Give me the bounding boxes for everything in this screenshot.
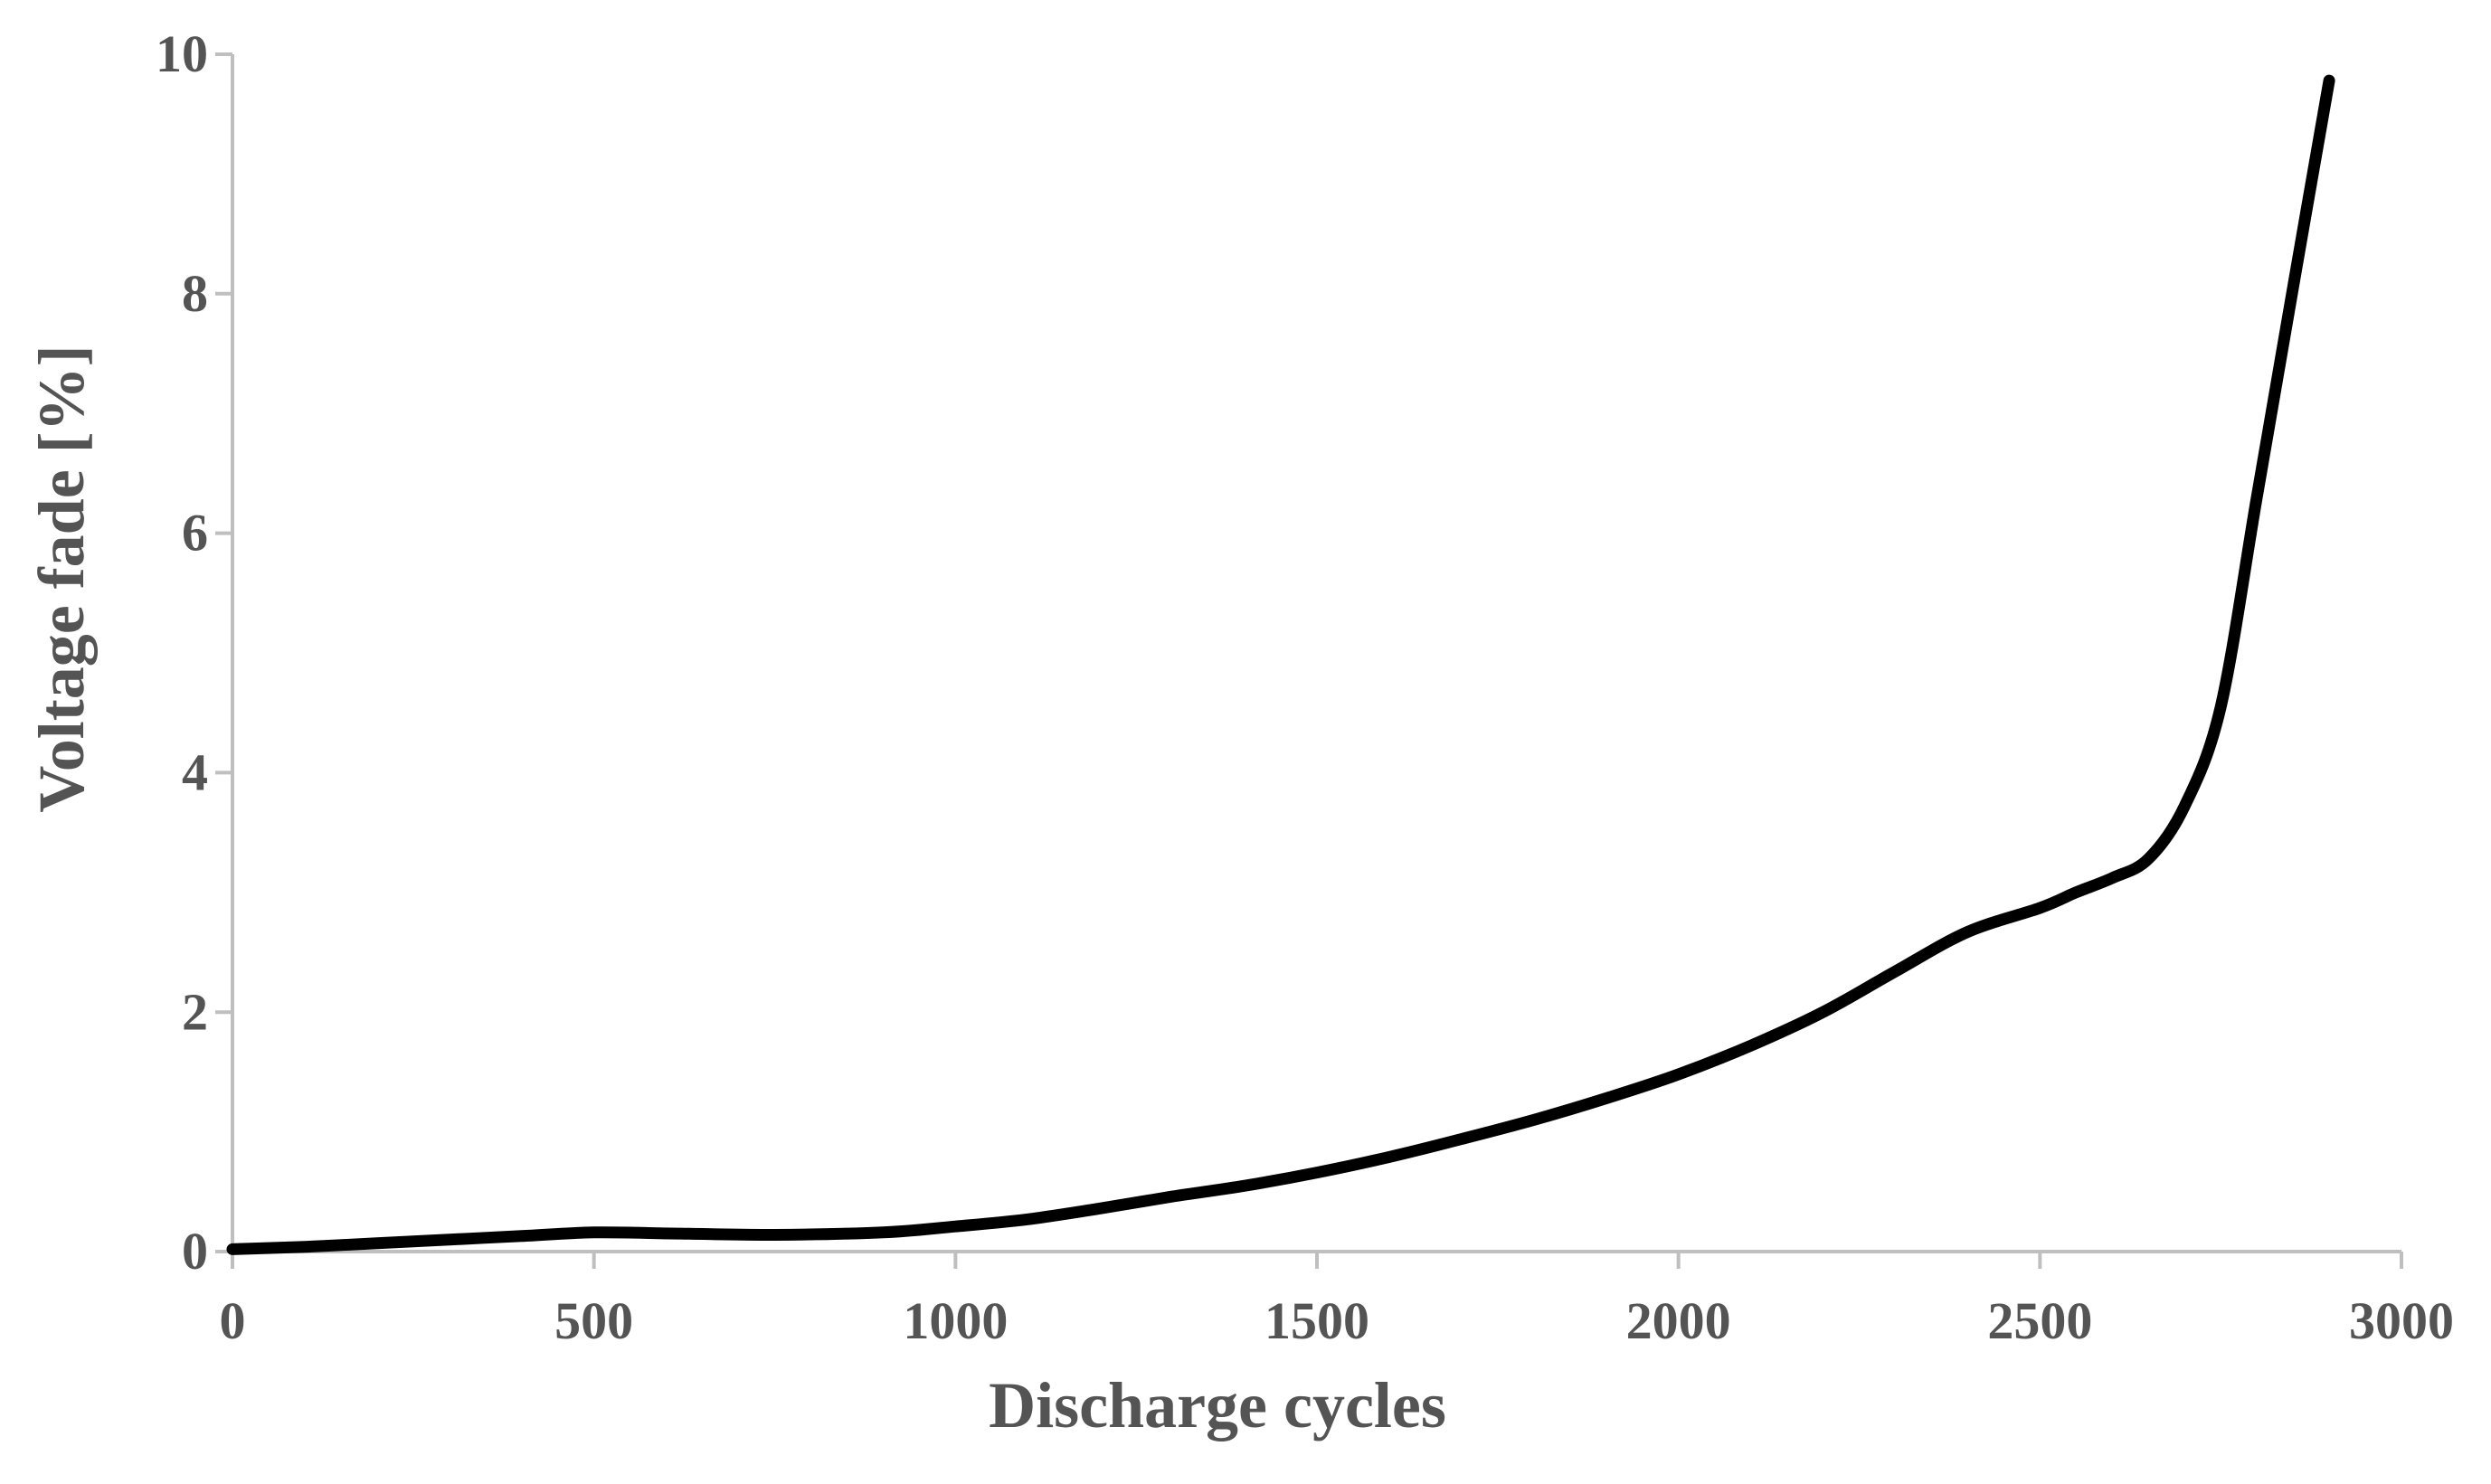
y-tick-label-2: 2 [182,982,208,1041]
y-axis-title: Voltage fade [%] [25,345,98,812]
y-tick-label-4: 4 [182,743,208,802]
voltage-fade-curve [226,74,2335,1255]
y-tick-label-0: 0 [182,1222,208,1281]
x-tick-label-500: 500 [554,1291,633,1350]
y-tick-label-6: 6 [182,504,208,562]
x-axis: 0 500 1000 1500 2000 2500 3000 [220,1250,2454,1350]
x-tick-label-2000: 2000 [1626,1291,1731,1350]
y-tick-label-8: 8 [182,264,208,323]
x-tick-label-2500: 2500 [1987,1291,2092,1350]
y-tick-label-10: 10 [156,24,208,83]
x-tick-label-1000: 1000 [903,1291,1008,1350]
series-line-group [226,74,2335,1255]
x-tick-label-3000: 3000 [2349,1291,2454,1350]
y-axis: 0 2 4 6 8 10 [156,24,234,1281]
x-tick-label-0: 0 [220,1291,246,1350]
x-tick-label-1500: 1500 [1264,1291,1369,1350]
x-axis-title: Discharge cycles [989,1369,1446,1441]
